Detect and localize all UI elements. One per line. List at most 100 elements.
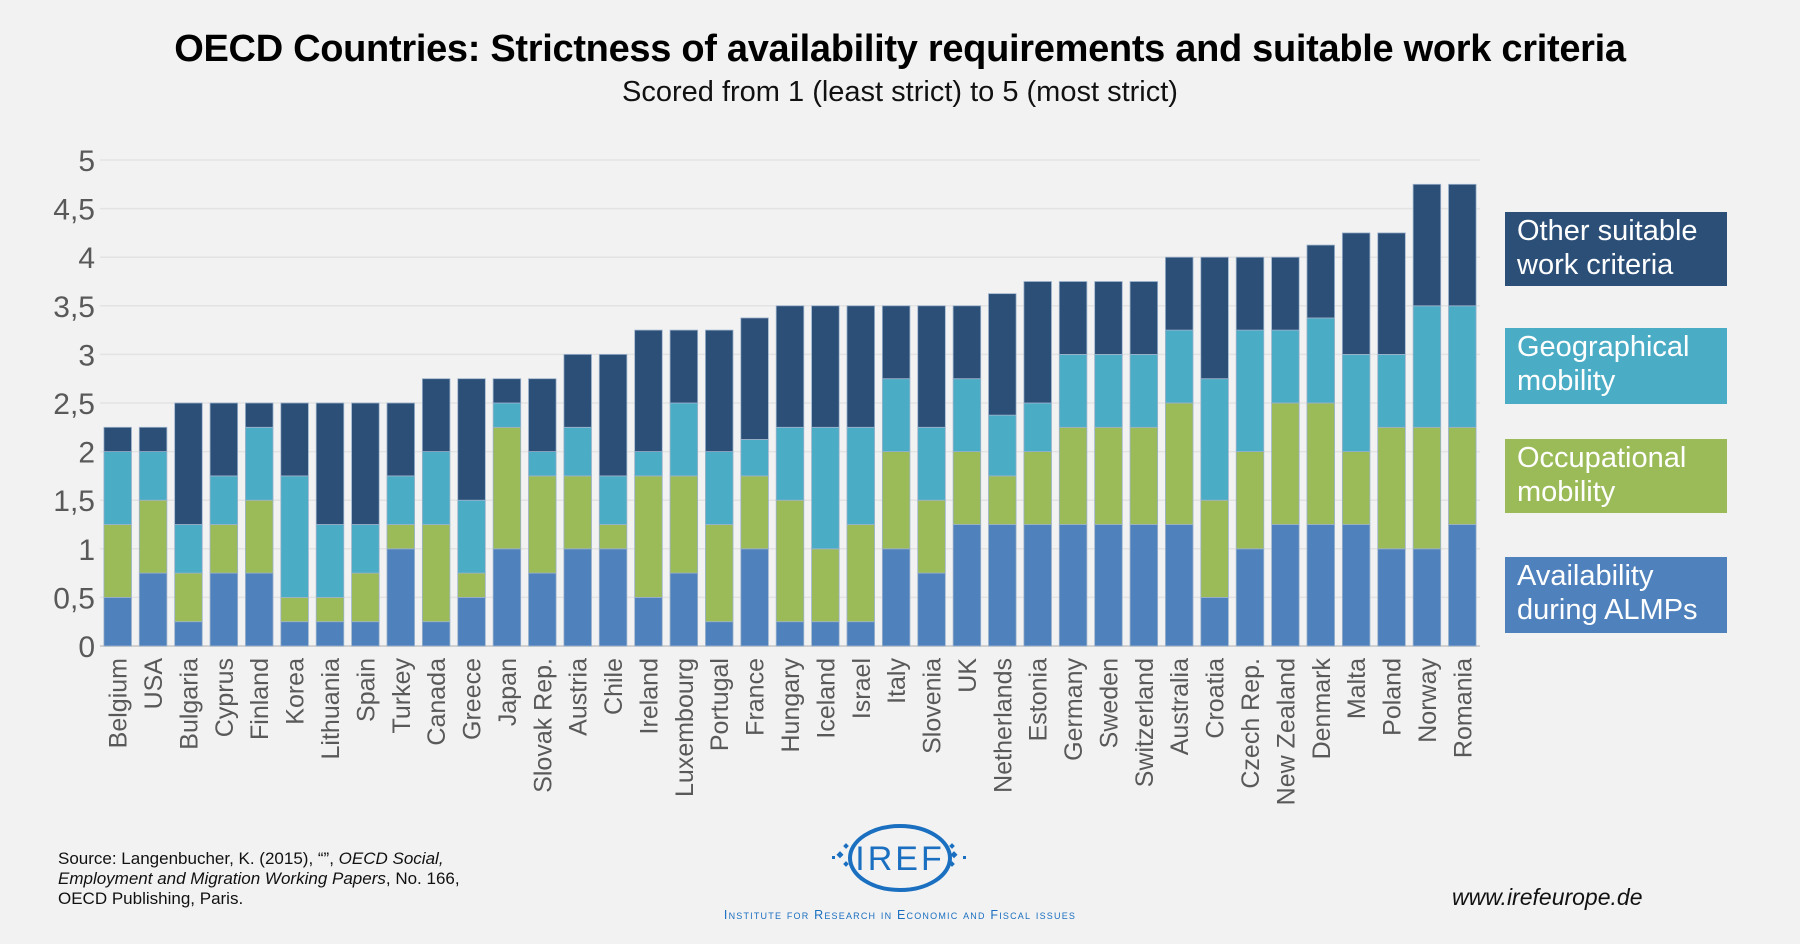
bar-segment [386, 524, 415, 550]
bar-stack [492, 378, 522, 647]
bar-segment [881, 378, 911, 453]
y-tick-label: 0,5 [53, 582, 95, 615]
bar-segment [1448, 305, 1477, 428]
x-tick-label: Chile [600, 658, 628, 715]
bar-segment [952, 378, 982, 453]
bar-segment [209, 572, 239, 647]
bar-segment [209, 402, 239, 477]
x-tick-label: Canada [423, 658, 451, 746]
y-tick-label: 3,5 [53, 291, 95, 324]
bar-segment [1058, 281, 1088, 355]
legend-label: work criteria [1517, 249, 1674, 281]
bar-segment [705, 621, 734, 647]
bar-segment [315, 621, 345, 647]
bar-segment [1271, 329, 1300, 404]
bar-segment [775, 499, 805, 623]
legend-label: Geographical [1517, 331, 1690, 363]
legend-label: Other suitable [1517, 215, 1698, 247]
bar-segment [1165, 402, 1194, 525]
bar-segment [138, 426, 168, 452]
bar-segment [740, 548, 769, 647]
bar-segment [1341, 353, 1371, 452]
bar-segment [492, 378, 522, 404]
y-tick-label: 2,5 [53, 388, 95, 421]
bar-segment [881, 305, 911, 380]
iref-logo-icon: IREF [832, 824, 966, 892]
bar-segment [1235, 329, 1265, 453]
y-tick-label: 4 [78, 242, 95, 275]
x-tick-label: Ireland [635, 658, 663, 734]
x-tick-label: Belgium [105, 658, 133, 748]
bar-segment [1058, 426, 1088, 525]
bar-stack [1235, 256, 1265, 647]
bar-stack [598, 353, 628, 647]
bar-segment [598, 548, 628, 647]
bar-segment [988, 293, 1017, 416]
x-tick-label: USA [140, 658, 168, 710]
bar-segment [103, 451, 132, 525]
bar-segment [1023, 402, 1052, 452]
bar-segment [811, 621, 840, 647]
bar-segment [1412, 183, 1442, 307]
bar-segment [634, 451, 663, 477]
bar-segment [457, 378, 486, 501]
bar-segment [740, 475, 769, 550]
bar-stack [528, 378, 557, 647]
bar-stack [315, 402, 345, 647]
x-tick-label: Italy [883, 658, 911, 704]
y-tick-label: 1 [78, 534, 95, 567]
bar-segment [740, 317, 769, 440]
bar-segment [528, 378, 557, 453]
bar-segment [952, 451, 982, 525]
website-link[interactable]: www.irefeurope.de [1452, 884, 1643, 910]
bar-segment [775, 621, 805, 647]
bar-segment [1129, 281, 1159, 355]
bar-segment [1412, 548, 1442, 647]
bar-segment [669, 329, 699, 404]
x-tick-label: Estonia [1025, 658, 1053, 741]
bar-segment [1094, 524, 1123, 647]
bar-stack [1200, 256, 1229, 647]
bar-stack [1058, 281, 1088, 647]
legend-label: Occupational [1517, 442, 1687, 474]
source-publication: OECD Social, Employment and Migration Wo… [58, 849, 444, 888]
bar-stack [386, 402, 415, 647]
x-tick-label: Lithuania [317, 658, 345, 760]
bar-stack [917, 305, 946, 647]
bar-segment [1448, 426, 1477, 525]
bar-segment [1235, 256, 1265, 331]
bar-segment [846, 305, 875, 428]
bar-segment [1094, 426, 1123, 525]
x-tick-label: Australia [1166, 658, 1194, 755]
bar-segment [1165, 524, 1194, 647]
bar-segment [1412, 305, 1442, 428]
x-tick-label: Poland [1379, 658, 1407, 736]
bar-stack [634, 329, 663, 647]
bar-stack [1306, 244, 1335, 647]
x-tick-label: Slovenia [919, 658, 947, 754]
bar-stack [952, 305, 982, 647]
bar-stack [811, 305, 840, 647]
bar-segment [634, 475, 663, 598]
y-tick-label: 5 [78, 145, 95, 178]
x-tick-label: Netherlands [989, 658, 1017, 793]
bar-segment [917, 572, 946, 647]
bar-segment [1306, 317, 1335, 404]
bar-stack [209, 402, 239, 647]
y-axis: 0 0,5 1 1,5 2 2,5 3 3,5 4 4,5 5 [53, 145, 95, 664]
bar-segment [1094, 281, 1123, 355]
bar-stack [245, 402, 274, 647]
bar-segment [705, 329, 734, 453]
stacked-bar-chart: 0 0,5 1 1,5 2 2,5 3 3,5 4 4,5 5 Belgium USA Bulgaria… [53, 145, 1480, 805]
x-tick-label: Bulgaria [175, 658, 203, 750]
bar-segment [280, 402, 309, 477]
bar-segment [917, 499, 946, 574]
chart-subtitle: Scored from 1 (least strict) to 5 (most … [622, 76, 1178, 108]
bar-segment [457, 597, 486, 647]
bar-segment [1023, 281, 1052, 404]
bar-segment [598, 475, 628, 525]
bar-segment [563, 548, 592, 647]
bar-segment [174, 572, 203, 623]
bar-segment [386, 402, 415, 477]
bar-segment [1058, 353, 1088, 428]
